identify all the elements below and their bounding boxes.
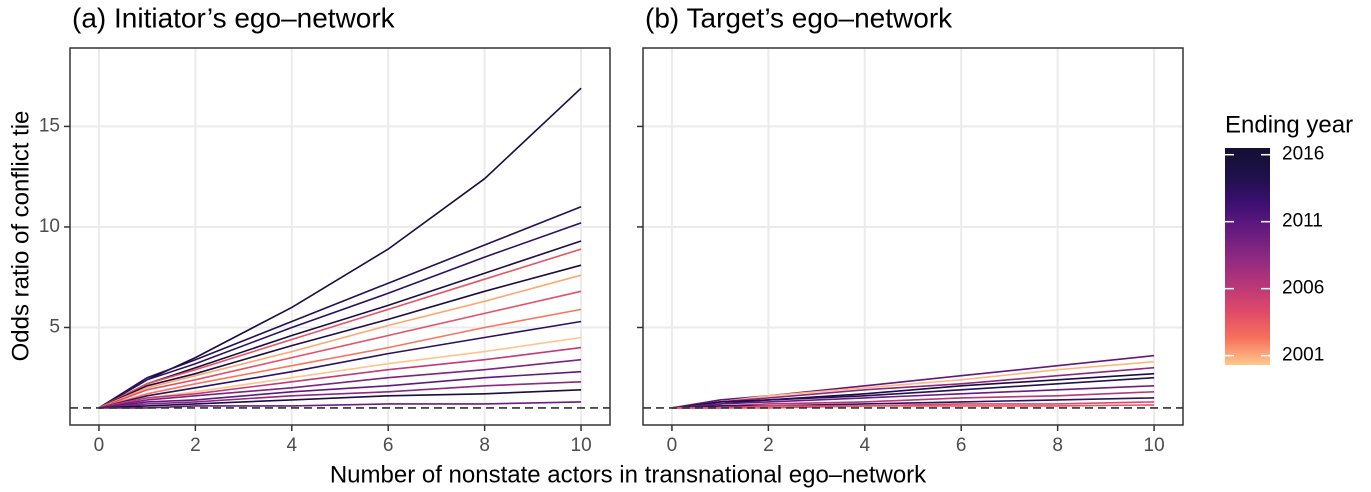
colorbar-tick-label: 2016 <box>1282 144 1324 165</box>
series-line <box>98 401 582 409</box>
plot-background <box>643 48 1183 425</box>
x-tick-label: 2 <box>190 435 201 456</box>
panel-title: (a) Initiator’s ego–network <box>72 2 396 33</box>
series-line <box>671 372 1155 409</box>
x-tick-label: 0 <box>667 435 678 456</box>
series-line <box>98 346 582 409</box>
colorbar-tick-label: 2006 <box>1282 278 1324 299</box>
series-line <box>98 381 582 409</box>
series-line <box>98 206 582 409</box>
x-tick-label: 8 <box>479 435 490 456</box>
series-line <box>98 248 582 409</box>
x-tick-label: 10 <box>571 435 592 456</box>
x-tick-label: 8 <box>1052 435 1063 456</box>
series-line <box>98 222 582 409</box>
series-line <box>671 385 1155 409</box>
series-line <box>98 308 582 409</box>
x-tick-label: 6 <box>383 435 394 456</box>
x-tick-label: 6 <box>956 435 967 456</box>
x-tick-label: 2 <box>763 435 774 456</box>
panel-border <box>69 47 611 426</box>
series-line <box>98 264 582 409</box>
colorbar <box>1225 148 1270 365</box>
colorbar-tick-label: 2001 <box>1282 345 1324 366</box>
x-tick-label: 4 <box>859 435 870 456</box>
panel-title: (b) Target’s ego–network <box>645 2 953 33</box>
x-tick-label: 4 <box>286 435 297 456</box>
x-tick-label: 10 <box>1144 435 1165 456</box>
series-line <box>671 404 1155 409</box>
y-axis-label: Odds ratio of conflict tie <box>7 111 34 362</box>
series-line <box>98 274 582 409</box>
series-line <box>671 354 1155 409</box>
series-line <box>98 358 582 409</box>
colorbar-tick-label: 2011 <box>1282 211 1323 232</box>
colorbar-title: Ending year <box>1225 111 1353 138</box>
y-tick-label: 10 <box>39 216 60 237</box>
x-tick-label: 0 <box>94 435 105 456</box>
series-line <box>98 389 582 409</box>
series-line <box>98 290 582 409</box>
panel-border <box>642 47 1184 426</box>
x-axis-label: Number of nonstate actors in transnation… <box>330 461 927 488</box>
series-line <box>671 397 1155 409</box>
plot-background <box>70 48 610 425</box>
series-line <box>98 320 582 409</box>
series-line <box>98 370 582 409</box>
y-tick-label: 5 <box>49 316 60 337</box>
y-tick-label: 15 <box>39 115 60 136</box>
